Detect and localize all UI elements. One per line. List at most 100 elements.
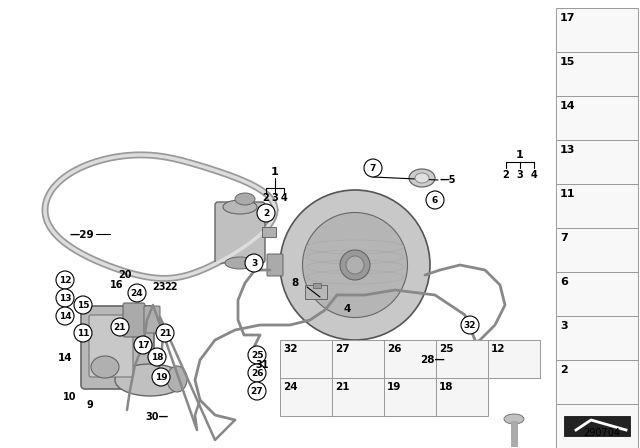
Bar — [436, 378, 488, 416]
Text: 22: 22 — [164, 282, 178, 292]
Bar — [556, 52, 638, 96]
Text: 2: 2 — [560, 365, 568, 375]
Bar — [556, 8, 638, 52]
Text: 9: 9 — [86, 400, 93, 410]
Text: 290704: 290704 — [583, 428, 620, 438]
Text: 3: 3 — [271, 193, 278, 203]
Text: 19: 19 — [387, 382, 401, 392]
FancyBboxPatch shape — [215, 202, 265, 263]
Ellipse shape — [167, 366, 187, 392]
Text: 28—: 28— — [420, 355, 445, 365]
Text: 6: 6 — [432, 195, 438, 204]
Text: 15: 15 — [560, 57, 575, 67]
Text: 8: 8 — [291, 278, 299, 288]
Bar — [436, 340, 488, 378]
Bar — [556, 96, 638, 140]
Ellipse shape — [235, 193, 255, 205]
Text: 17: 17 — [137, 340, 149, 349]
FancyBboxPatch shape — [267, 254, 283, 276]
Text: 2: 2 — [502, 170, 509, 180]
Text: 10: 10 — [63, 392, 77, 402]
Text: 26: 26 — [387, 344, 401, 354]
Text: 2: 2 — [262, 193, 269, 203]
FancyBboxPatch shape — [81, 306, 154, 389]
Circle shape — [152, 368, 170, 386]
Ellipse shape — [504, 414, 524, 424]
Text: 4: 4 — [531, 170, 538, 180]
Text: 1: 1 — [271, 167, 279, 177]
Text: —5: —5 — [440, 175, 456, 185]
Text: 30—: 30— — [145, 412, 168, 422]
Bar — [556, 272, 638, 316]
Bar — [280, 378, 332, 416]
Circle shape — [111, 318, 129, 336]
Bar — [384, 378, 436, 416]
Circle shape — [248, 364, 266, 382]
Text: 32: 32 — [283, 344, 298, 354]
Text: 11: 11 — [560, 189, 575, 199]
Ellipse shape — [346, 256, 364, 274]
Text: 31: 31 — [255, 360, 269, 370]
Text: 6: 6 — [560, 277, 568, 287]
Circle shape — [461, 316, 479, 334]
Text: 32: 32 — [464, 320, 476, 329]
Ellipse shape — [225, 257, 255, 269]
Text: 3: 3 — [560, 321, 568, 331]
Text: 21: 21 — [114, 323, 126, 332]
Text: 18: 18 — [151, 353, 163, 362]
Circle shape — [245, 254, 263, 272]
Ellipse shape — [415, 173, 429, 183]
FancyBboxPatch shape — [123, 303, 145, 337]
Bar — [262, 227, 276, 237]
Circle shape — [128, 284, 146, 302]
Ellipse shape — [280, 190, 430, 340]
Bar — [384, 340, 436, 378]
Bar — [556, 360, 638, 404]
Circle shape — [74, 296, 92, 314]
Text: 4: 4 — [280, 193, 287, 203]
Circle shape — [257, 204, 275, 222]
Text: 21: 21 — [335, 382, 349, 392]
Text: 3: 3 — [516, 170, 524, 180]
Bar — [332, 340, 384, 378]
Ellipse shape — [91, 356, 119, 378]
Bar — [280, 340, 332, 378]
Circle shape — [248, 382, 266, 400]
Text: 12: 12 — [491, 344, 506, 354]
Text: 16: 16 — [110, 280, 124, 290]
Text: —29: —29 — [70, 230, 95, 240]
Circle shape — [156, 324, 174, 342]
Text: 25: 25 — [439, 344, 454, 354]
Text: 14: 14 — [59, 311, 71, 320]
Ellipse shape — [115, 364, 185, 396]
Text: 2: 2 — [263, 208, 269, 217]
Circle shape — [248, 346, 266, 364]
Circle shape — [364, 159, 382, 177]
Text: 17: 17 — [560, 13, 575, 23]
Text: 12: 12 — [59, 276, 71, 284]
Bar — [556, 140, 638, 184]
Ellipse shape — [223, 200, 257, 214]
Bar — [556, 404, 638, 448]
Text: 11: 11 — [77, 328, 89, 337]
Text: 19: 19 — [155, 372, 167, 382]
Bar — [556, 228, 638, 272]
Circle shape — [426, 191, 444, 209]
Text: 27: 27 — [335, 344, 349, 354]
Text: 13: 13 — [560, 145, 575, 155]
Bar — [556, 316, 638, 360]
Circle shape — [148, 348, 166, 366]
Text: 24: 24 — [283, 382, 298, 392]
Text: 23: 23 — [152, 282, 166, 292]
Circle shape — [74, 324, 92, 342]
Text: 3: 3 — [251, 258, 257, 267]
Circle shape — [134, 336, 152, 354]
Text: 14: 14 — [560, 101, 575, 111]
Circle shape — [56, 289, 74, 307]
Circle shape — [56, 271, 74, 289]
Bar — [556, 184, 638, 228]
Text: 26: 26 — [251, 369, 263, 378]
Text: 15: 15 — [77, 301, 89, 310]
Text: 18: 18 — [439, 382, 454, 392]
Text: 1: 1 — [516, 150, 524, 160]
